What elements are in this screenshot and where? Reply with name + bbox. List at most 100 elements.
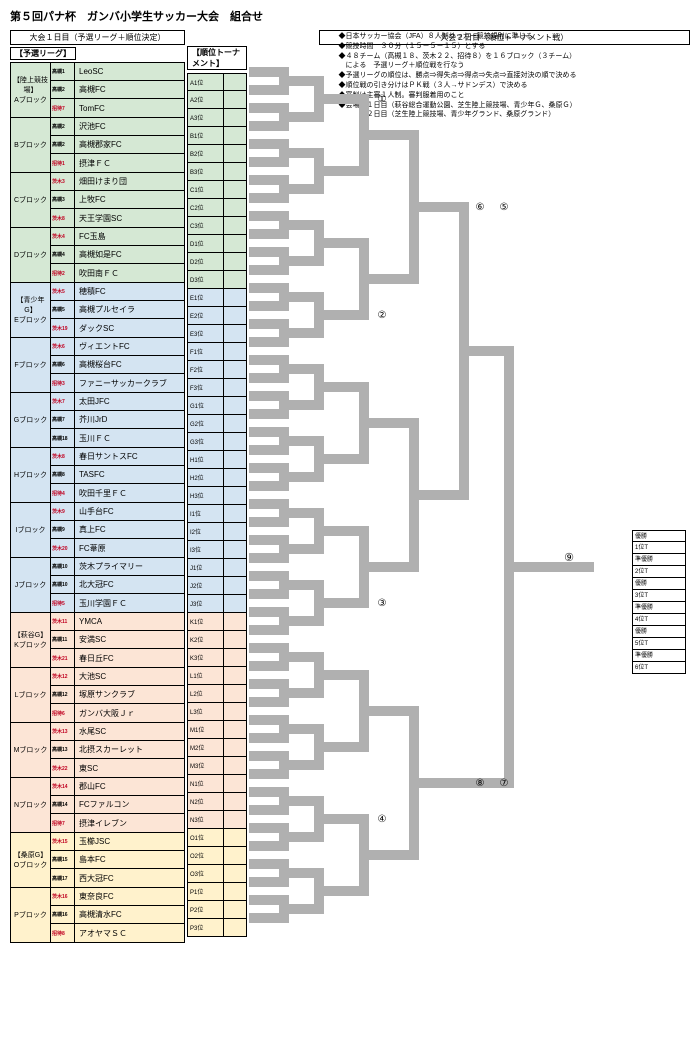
- mid-label: F3位: [188, 379, 224, 396]
- mid-empty: [224, 433, 246, 450]
- team-label: 高槻15: [51, 851, 75, 868]
- team-label: 高槻11: [51, 631, 75, 648]
- mid-empty: [224, 325, 246, 342]
- mid-empty: [224, 379, 246, 396]
- block-name: 【萩谷G】Kブロック: [11, 613, 51, 667]
- team-row: 茨木4FC玉島: [51, 228, 185, 246]
- team-row: 高槻1LeoSC: [51, 63, 185, 81]
- mid-row: O3位: [187, 865, 247, 883]
- mid-row: F1位: [187, 343, 247, 361]
- mid-column: 【順位トーナメント】 A1位A2位A3位B1位B2位B3位C1位C2位C3位D1…: [187, 30, 247, 937]
- right-column: 大会２日目（順位トーナメント戦） 日本サッカー協会（JFA）８人制サッカー競技規…: [249, 30, 690, 45]
- team-name: 水尾SC: [75, 723, 184, 740]
- mid-label: H1位: [188, 451, 224, 468]
- team-label: 招待7: [51, 99, 75, 117]
- team-name: 安満SC: [75, 631, 184, 648]
- block-name: Gブロック: [11, 393, 51, 447]
- mid-row: J1位: [187, 559, 247, 577]
- team-row: 高槻11安満SC: [51, 631, 185, 649]
- mid-row: D1位: [187, 235, 247, 253]
- svg-text:⑦: ⑦: [499, 778, 508, 789]
- team-label: 招待8: [51, 924, 75, 942]
- block: Gブロック茨木7太田JFC高槻7芥川JrD高槻18玉川ＦＣ: [10, 392, 185, 447]
- team-row: 茨木14郡山FC: [51, 778, 185, 796]
- page-title: 第５回パナ杯 ガンバ小学生サッカー大会 組合せ: [10, 8, 690, 24]
- team-label: 高槻14: [51, 796, 75, 813]
- mid-empty: [224, 505, 246, 522]
- mid-label: C3位: [188, 217, 224, 234]
- team-row: 茨木22東SC: [51, 759, 185, 777]
- block: 【萩谷G】Kブロック茨木11YMCA高槻11安満SC茨木21春日丘FC: [10, 612, 185, 667]
- mid-label: D1位: [188, 235, 224, 252]
- mid-label: G2位: [188, 415, 224, 432]
- team-name: 大池SC: [75, 668, 184, 685]
- team-label: 招待5: [51, 594, 75, 612]
- team-row: 招待7摂津イレブン: [51, 814, 185, 832]
- team-row: 高槻13北摂スカーレット: [51, 741, 185, 759]
- mid-row: L1位: [187, 667, 247, 685]
- mid-label: I2位: [188, 523, 224, 540]
- team-row: 高槻12塚原サンクラブ: [51, 686, 185, 704]
- mid-row: L2位: [187, 685, 247, 703]
- mid-row: F3位: [187, 379, 247, 397]
- block-name: Bブロック: [11, 118, 51, 172]
- mid-empty: [224, 127, 246, 144]
- mid-empty: [224, 667, 246, 684]
- mid-row: B1位: [187, 127, 247, 145]
- mid-row: E1位: [187, 289, 247, 307]
- team-row: 招待8アオヤマＳＣ: [51, 924, 185, 942]
- mid-row: L3位: [187, 703, 247, 721]
- mid-empty: [224, 397, 246, 414]
- team-row: 高槻15島本FC: [51, 851, 185, 869]
- team-name: 北大冠FC: [75, 576, 184, 593]
- mid-label: M3位: [188, 757, 224, 774]
- result-slot: 準優勝: [632, 554, 686, 566]
- team-label: 茨木5: [51, 283, 75, 300]
- team-row: 招待4吹田千里ＦＣ: [51, 484, 185, 502]
- mid-label: A3位: [188, 109, 224, 126]
- mid-label: A2位: [188, 91, 224, 108]
- mid-empty: [224, 343, 246, 360]
- mid-label: I1位: [188, 505, 224, 522]
- bracket-svg: ⑨①②③④⑥⑤⑧⑦: [249, 46, 694, 946]
- mid-row: H3位: [187, 487, 247, 505]
- team-row: 高槻2高槻FC: [51, 81, 185, 99]
- mid-empty: [224, 217, 246, 234]
- team-name: 穂積FC: [75, 283, 184, 300]
- block-name: Cブロック: [11, 173, 51, 227]
- block-name: 【青少年G】Eブロック: [11, 283, 51, 337]
- mid-row: G2位: [187, 415, 247, 433]
- team-row: 茨木20FC葦原: [51, 539, 185, 557]
- team-name: 天王学園SC: [75, 209, 184, 227]
- team-label: 招待7: [51, 814, 75, 832]
- mid-row: O1位: [187, 829, 247, 847]
- block: Fブロック茨木6ヴィエントFC高槻6高槻桜台FC招待3ファニーサッカークラブ: [10, 337, 185, 392]
- team-label: 高槻2: [51, 136, 75, 153]
- team-row: 茨木11YMCA: [51, 613, 185, 631]
- mid-row: K1位: [187, 613, 247, 631]
- block-name: Jブロック: [11, 558, 51, 612]
- mid-empty: [224, 757, 246, 774]
- team-row: 高槻16高槻清水FC: [51, 906, 185, 924]
- team-name: 畑田けまり団: [75, 173, 184, 190]
- block: Mブロック茨木13水尾SC高槻13北摂スカーレット茨木22東SC: [10, 722, 185, 777]
- team-row: 高槻4高槻如是FC: [51, 246, 185, 264]
- mid-row: F2位: [187, 361, 247, 379]
- team-label: 高槻4: [51, 246, 75, 263]
- mid-row: I3位: [187, 541, 247, 559]
- mid-label: J1位: [188, 559, 224, 576]
- team-label: 茨木16: [51, 888, 75, 905]
- left-column: 大会１日目（予選リーグ＋順位決定） 【予選リーグ】 【陸上競技場】Aブロック高槻…: [10, 30, 185, 943]
- team-name: LeoSC: [75, 63, 184, 80]
- mid-label: J3位: [188, 595, 224, 612]
- team-name: 高槻桜台FC: [75, 356, 184, 373]
- mid-empty: [224, 451, 246, 468]
- mid-row: K3位: [187, 649, 247, 667]
- team-label: 茨木15: [51, 833, 75, 850]
- mid-empty: [224, 199, 246, 216]
- svg-text:⑤: ⑤: [499, 202, 508, 213]
- team-name: 春日サントスFC: [75, 448, 184, 465]
- mid-row: O2位: [187, 847, 247, 865]
- team-row: 高槻7芥川JrD: [51, 411, 185, 429]
- mid-empty: [224, 487, 246, 504]
